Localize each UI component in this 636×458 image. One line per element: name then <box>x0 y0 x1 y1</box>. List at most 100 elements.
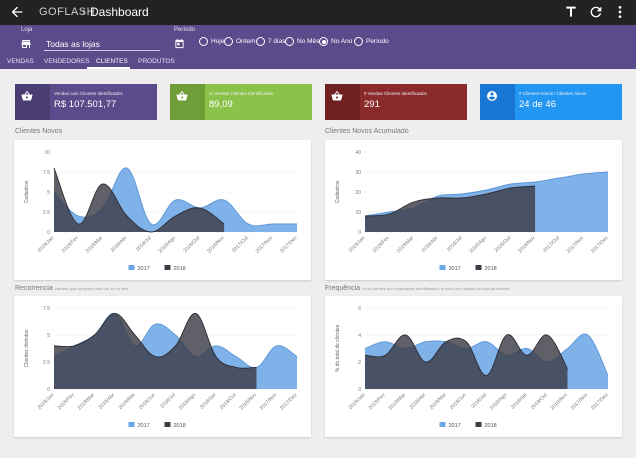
y-tick-label: 5 <box>47 333 50 339</box>
legend-label-2018[interactable]: 2018 <box>485 423 497 429</box>
x-tick-label: 2018/Set <box>510 392 529 411</box>
x-tick-label: 2018/Ago <box>158 235 178 255</box>
chart-title-text: Recorrencia <box>15 285 53 292</box>
x-tick-label: 2017/Dez <box>279 392 299 412</box>
legend-label-2017[interactable]: 2017 <box>449 266 461 272</box>
font-icon[interactable] <box>563 4 579 20</box>
x-tick-label: 2018/Out <box>493 235 512 254</box>
period-radio-noano[interactable]: No Ano <box>319 36 352 47</box>
legend-swatch-2017 <box>439 422 446 427</box>
tab-produtos[interactable]: PRODUTOS <box>138 58 175 65</box>
recorrencia-chart: 0 2.5 5 7.5 Clientes distintos 2018/Jan 2018/F… <box>24 306 299 429</box>
kpi-card-numero-vendas: # Vendas Clientes Identificados 291 <box>325 84 467 120</box>
store-select[interactable]: Todas as lojas <box>46 39 100 49</box>
store-icon <box>21 40 31 48</box>
y-tick-label: 20 <box>355 190 361 196</box>
y-tick-label: 0 <box>358 387 361 393</box>
tab-bar: VENDAS VENDEDORES CLIENTES PRODUTOS <box>0 56 636 69</box>
account-circle-icon <box>487 91 497 101</box>
x-tick-label: 2018/Mai <box>118 392 137 411</box>
legend-label-2018[interactable]: 2018 <box>485 266 497 272</box>
kpi-value: 89,09 <box>209 99 233 110</box>
y-axis-label: % do total de clientes <box>335 324 341 372</box>
x-tick-label: 2018/Jun <box>138 392 157 411</box>
chart-title-text: Frequência <box>325 285 361 292</box>
chart-card-clientes-novos: 0 2.5 5 7.5 10 Cadastros 2018/Jan 2018/Fev 2018/… <box>14 140 311 280</box>
kpi-card-clientes-novos: # Clientes Novos / Clientes Ativos 24 de… <box>480 84 622 120</box>
legend-label-2018[interactable]: 2018 <box>174 423 186 429</box>
x-tick-label: 2018/Mar <box>396 235 415 254</box>
legend-label-2017[interactable]: 2017 <box>138 423 150 429</box>
chart-subtitle: % de clientes que compraram identificado… <box>361 286 510 291</box>
x-tick-label: 2017/Dez <box>279 235 299 255</box>
x-tick-label: 2018/Jan <box>348 392 367 411</box>
frequencia-chart: 0 2 4 6 % do total de clientes 2018/Jan 2018/F… <box>335 306 610 429</box>
y-tick-label: 7.5 <box>43 170 50 176</box>
period-radio-nomes[interactable]: No Mês <box>285 36 319 47</box>
y-tick-label: 10 <box>355 210 361 216</box>
clientes-novos-chart: 0 2.5 5 7.5 10 Cadastros 2018/Jan 2018/Fev 2018/… <box>24 150 299 272</box>
radio-label: No Mês <box>297 38 320 45</box>
legend-label-2018[interactable]: 2018 <box>174 266 186 272</box>
kpi-card-percent-identificados: % Vendas Clientes Identificados 89,09 <box>170 84 312 120</box>
y-tick-label: 7.5 <box>43 306 50 312</box>
radio-circle <box>199 37 208 46</box>
kpi-icon-box <box>325 84 360 120</box>
kpi-icon-box <box>15 84 50 120</box>
basket-icon <box>176 91 188 101</box>
radio-label: Ontem <box>236 38 256 45</box>
chart-title-frequencia: Frequência % de clientes que compraram i… <box>325 285 510 292</box>
period-radio-hoje[interactable]: Hoje <box>199 36 224 47</box>
y-tick-label: 0 <box>47 230 50 236</box>
tab-vendedores[interactable]: VENDEDORES <box>44 58 90 65</box>
app-brand: GOFLASH <box>39 6 96 18</box>
back-arrow-icon[interactable] <box>9 4 25 20</box>
x-tick-label: 2018/Jan <box>37 392 56 411</box>
x-tick-label: 2018/Mar <box>85 235 104 254</box>
chart-card-frequencia: 0 2 4 6 % do total de clientes 2018/Jan 2018/F… <box>325 296 622 437</box>
x-tick-label: 2017/Nov <box>566 235 586 255</box>
y-tick-label: 0 <box>47 387 50 393</box>
legend-label-2017[interactable]: 2017 <box>138 266 150 272</box>
basket-icon <box>331 91 343 101</box>
radio-label: Período <box>366 38 389 45</box>
chart-title-text: Clientes Novos <box>15 128 63 135</box>
y-tick-label: 40 <box>355 150 361 156</box>
period-radio-ontem[interactable]: Ontem <box>224 36 256 47</box>
radio-label: Hoje <box>211 38 225 45</box>
x-tick-label: 2018/Ago <box>469 235 489 255</box>
series-line-2018 <box>364 185 536 217</box>
period-radio-periodo[interactable]: Período <box>354 36 389 47</box>
app-bar: GOFLASH › Dashboard <box>0 0 636 25</box>
x-tick-label: 2018/Fev <box>57 392 76 411</box>
chart-title-acumulado: Clientes Novos Acumulado <box>325 128 409 135</box>
legend-label-2017[interactable]: 2017 <box>449 423 461 429</box>
x-tick-label: 2018/Out <box>530 392 549 411</box>
chart-card-recorrencia: 0 2.5 5 7.5 Clientes distintos 2018/Jan 2018/F… <box>14 296 311 437</box>
legend-swatch-2018 <box>475 422 482 427</box>
radio-circle <box>224 37 233 46</box>
kpi-label: # Clientes Novos / Clientes Ativos <box>519 91 587 96</box>
tab-clientes[interactable]: CLIENTES <box>96 58 128 65</box>
radio-circle <box>256 37 265 46</box>
series-area-2018 <box>365 334 568 389</box>
tab-vendas[interactable]: VENDAS <box>7 58 34 65</box>
x-tick-label: 2018/Abr <box>421 235 440 254</box>
more-vert-icon[interactable] <box>612 4 628 20</box>
breadcrumb-separator: › <box>82 6 86 18</box>
chart-title-recorrencia: Recorrencia clientes que compram mais de… <box>15 285 129 292</box>
x-tick-label: 2017/Dez <box>590 235 610 255</box>
period-radio-7dias[interactable]: 7 dias <box>256 36 285 47</box>
x-tick-label: 2017/Out <box>231 235 250 254</box>
y-tick-label: 2.5 <box>43 360 50 366</box>
kpi-card-vendas-clientes: Vendas com Clientes Identificados R$ 107… <box>15 84 157 120</box>
x-tick-label: 2018/Mar <box>77 392 96 411</box>
x-tick-label: 2018/Jan <box>348 235 367 254</box>
refresh-icon[interactable] <box>588 4 604 20</box>
x-tick-label: 2017/Out <box>542 235 561 254</box>
kpi-icon-box <box>170 84 205 120</box>
calendar-icon[interactable] <box>174 38 185 49</box>
chart-title-text: Clientes Novos Acumulado <box>325 128 409 135</box>
chart-subtitle: clientes que compram mais de 1x no mês <box>54 286 129 291</box>
x-tick-label: 2017/Dez <box>590 392 610 412</box>
